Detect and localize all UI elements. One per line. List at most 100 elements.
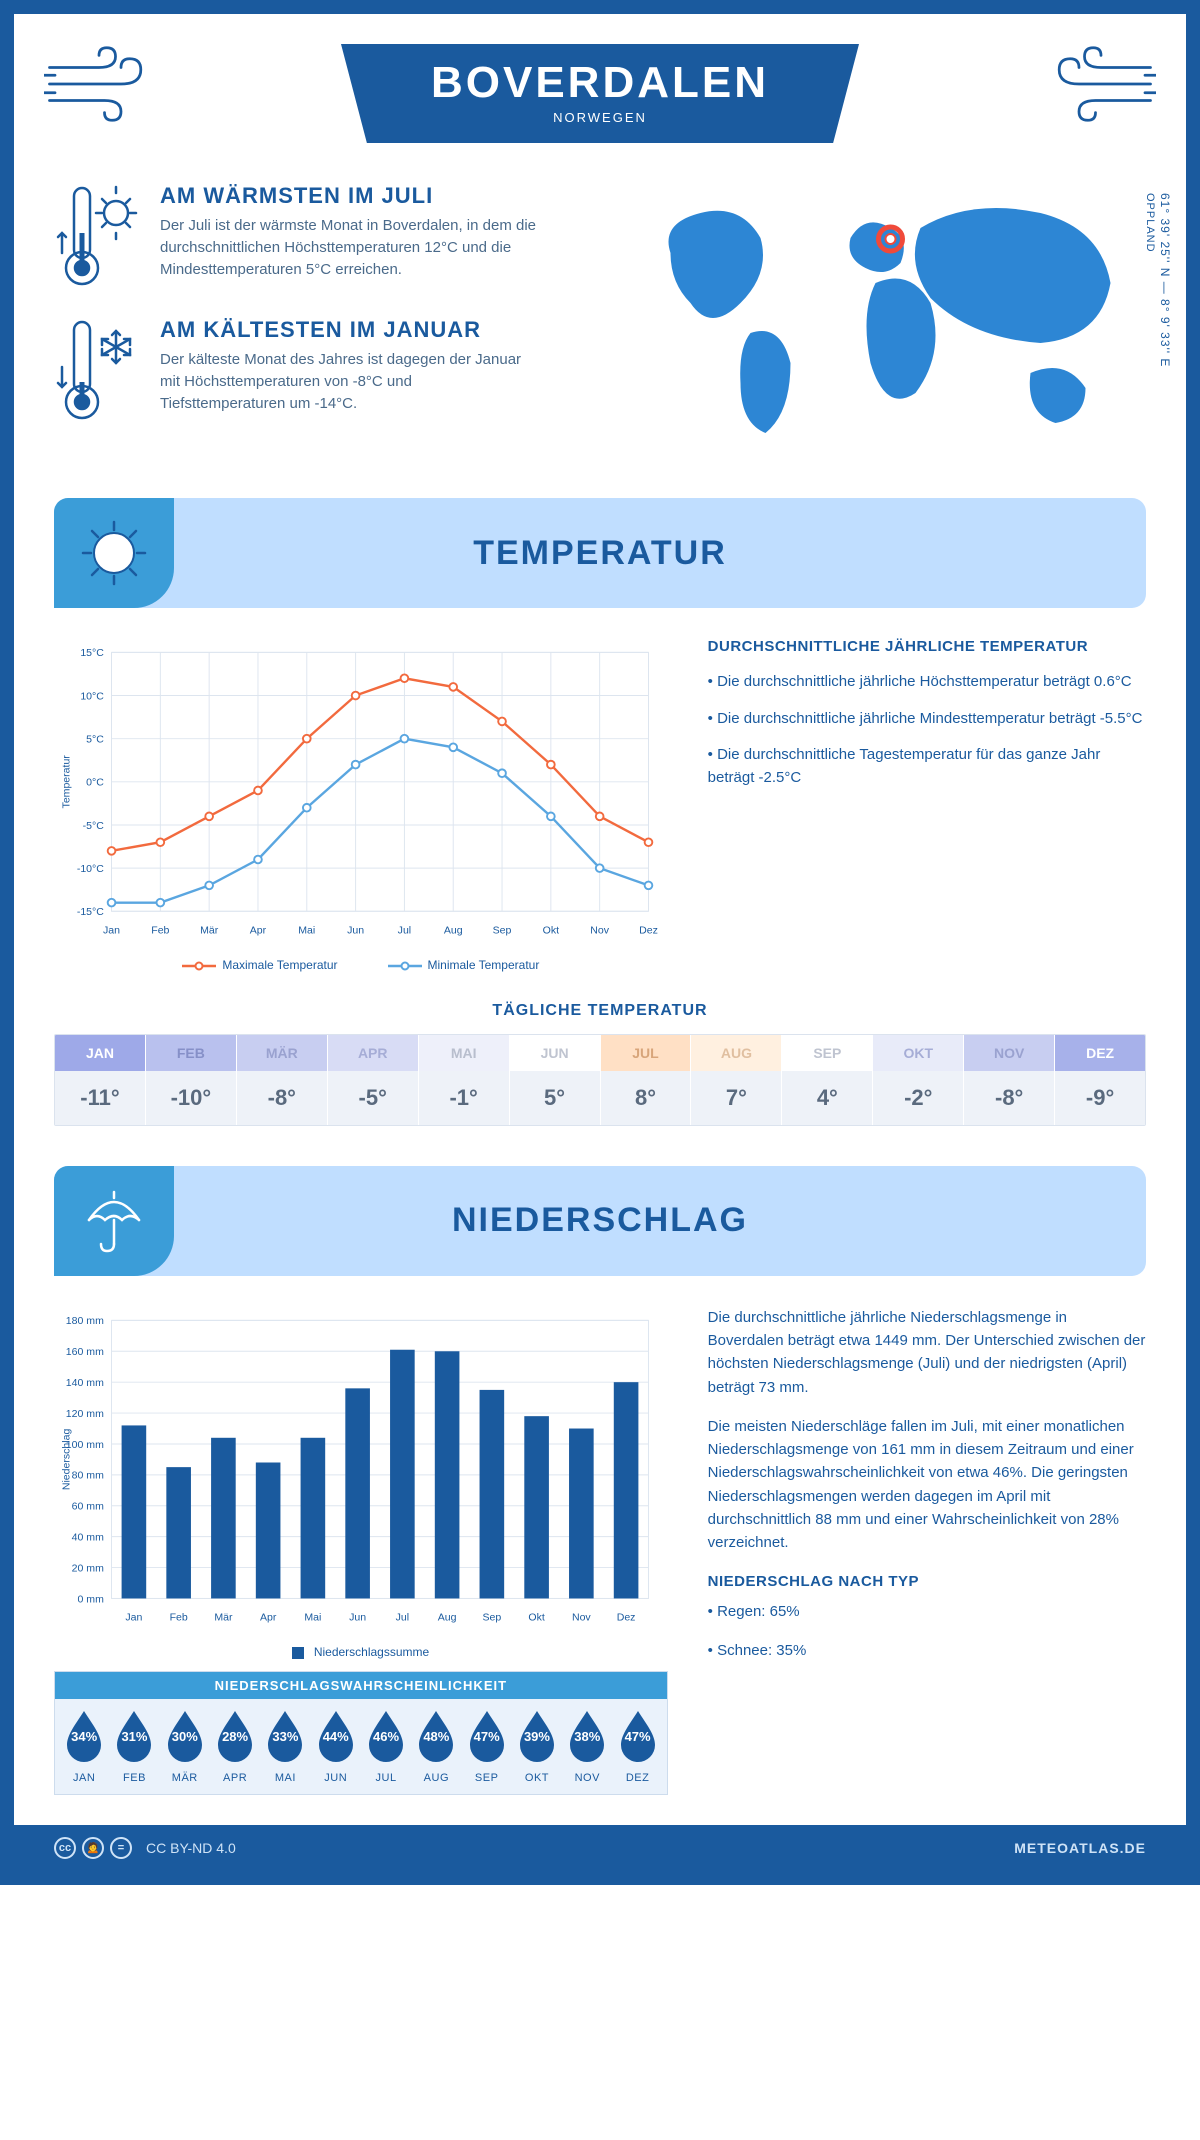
svg-text:Okt: Okt bbox=[543, 924, 559, 936]
svg-text:Mai: Mai bbox=[304, 1611, 321, 1623]
svg-text:180 mm: 180 mm bbox=[66, 1315, 104, 1327]
temp-bullet: • Die durchschnittliche jährliche Mindes… bbox=[708, 708, 1146, 731]
svg-text:Dez: Dez bbox=[639, 924, 658, 936]
prob-cell: 47% SEP bbox=[462, 1709, 512, 1784]
daily-temp-title: TÄGLICHE TEMPERATUR bbox=[54, 1002, 1146, 1020]
wind-icon bbox=[44, 44, 154, 124]
svg-text:Jun: Jun bbox=[347, 924, 364, 936]
svg-text:Apr: Apr bbox=[260, 1611, 277, 1623]
warmest-block: AM WÄRMSTEN IM JULI Der Juli ist der wär… bbox=[54, 183, 585, 293]
daily-cell: JUN5° bbox=[509, 1035, 600, 1125]
prob-title: NIEDERSCHLAGSWAHRSCHEINLICHKEIT bbox=[55, 1672, 667, 1699]
temp-summary-title: DURCHSCHNITTLICHE JÄHRLICHE TEMPERATUR bbox=[708, 638, 1146, 655]
svg-text:-5°C: -5°C bbox=[83, 820, 105, 832]
svg-text:Okt: Okt bbox=[528, 1611, 544, 1623]
title-ribbon: BOVERDALEN NORWEGEN bbox=[341, 44, 859, 143]
world-map: OPPLAND 61° 39' 25'' N — 8° 9' 33'' E bbox=[615, 183, 1146, 468]
section-title-temp: TEMPERATUR bbox=[174, 534, 1146, 573]
section-banner-temp: TEMPERATUR bbox=[54, 498, 1146, 608]
page-title: BOVERDALEN bbox=[431, 58, 769, 108]
wind-icon bbox=[1046, 44, 1156, 124]
svg-text:Mai: Mai bbox=[298, 924, 315, 936]
svg-text:140 mm: 140 mm bbox=[66, 1377, 104, 1389]
precip-type-bullet: • Regen: 65% bbox=[708, 1600, 1146, 1623]
temp-line-chart: -15°C-10°C-5°C0°C5°C10°C15°CJanFebMärApr… bbox=[54, 638, 668, 972]
thermometer-snow-icon bbox=[54, 317, 144, 427]
svg-text:15°C: 15°C bbox=[80, 647, 104, 659]
coords-label: 61° 39' 25'' N — 8° 9' 33'' E bbox=[1158, 193, 1172, 367]
daily-cell: FEB-10° bbox=[145, 1035, 236, 1125]
daily-cell: SEP4° bbox=[781, 1035, 872, 1125]
section-title-precip: NIEDERSCHLAG bbox=[174, 1201, 1146, 1240]
svg-text:Mär: Mär bbox=[200, 924, 219, 936]
svg-text:Jan: Jan bbox=[103, 924, 120, 936]
svg-text:-15°C: -15°C bbox=[77, 906, 104, 918]
prob-cell: 46% JUL bbox=[361, 1709, 411, 1784]
precip-type-bullet: • Schnee: 35% bbox=[708, 1639, 1146, 1662]
svg-text:40 mm: 40 mm bbox=[72, 1531, 104, 1543]
prob-cell: 31% FEB bbox=[109, 1709, 159, 1784]
precip-legend: Niederschlagssumme bbox=[292, 1645, 429, 1659]
legend-item: Maximale Temperatur bbox=[182, 958, 337, 972]
svg-text:Jul: Jul bbox=[398, 924, 411, 936]
by-icon: 🙍 bbox=[82, 1837, 104, 1859]
temp-bullet: • Die durchschnittliche jährliche Höchst… bbox=[708, 671, 1146, 694]
daily-cell: NOV-8° bbox=[963, 1035, 1054, 1125]
svg-text:Aug: Aug bbox=[438, 1611, 457, 1623]
temp-summary: DURCHSCHNITTLICHE JÄHRLICHE TEMPERATUR •… bbox=[708, 638, 1146, 972]
cc-icon: cc bbox=[54, 1837, 76, 1859]
header: BOVERDALEN NORWEGEN bbox=[54, 44, 1146, 143]
license-text: CC BY-ND 4.0 bbox=[146, 1840, 236, 1856]
daily-cell: JAN-11° bbox=[55, 1035, 145, 1125]
svg-text:Sep: Sep bbox=[482, 1611, 501, 1623]
prob-cell: 28% APR bbox=[210, 1709, 260, 1784]
svg-text:Sep: Sep bbox=[493, 924, 512, 936]
coldest-block: AM KÄLTESTEN IM JANUAR Der kälteste Mona… bbox=[54, 317, 585, 427]
daily-cell: MAI-1° bbox=[418, 1035, 509, 1125]
svg-text:20 mm: 20 mm bbox=[72, 1562, 104, 1574]
thermometer-sun-icon bbox=[54, 183, 144, 293]
warmest-title: AM WÄRMSTEN IM JULI bbox=[160, 183, 540, 209]
prob-cell: 34% JAN bbox=[59, 1709, 109, 1784]
daily-cell: DEZ-9° bbox=[1054, 1035, 1145, 1125]
daily-cell: OKT-2° bbox=[872, 1035, 963, 1125]
section-banner-precip: NIEDERSCHLAG bbox=[54, 1166, 1146, 1276]
svg-text:5°C: 5°C bbox=[86, 734, 104, 746]
prob-cell: 38% NOV bbox=[562, 1709, 612, 1784]
precip-summary: Die durchschnittliche jährliche Niedersc… bbox=[708, 1306, 1146, 1795]
svg-text:10°C: 10°C bbox=[80, 690, 104, 702]
cc-license: cc 🙍 = CC BY-ND 4.0 bbox=[54, 1837, 236, 1859]
svg-text:80 mm: 80 mm bbox=[72, 1470, 104, 1482]
svg-text:60 mm: 60 mm bbox=[72, 1500, 104, 1512]
umbrella-icon bbox=[79, 1186, 149, 1256]
precip-bar-chart: 0 mm20 mm40 mm60 mm80 mm100 mm120 mm140 … bbox=[54, 1306, 668, 1795]
coldest-text: Der kälteste Monat des Jahres ist dagege… bbox=[160, 349, 540, 414]
prob-cell: 48% AUG bbox=[411, 1709, 461, 1784]
nd-icon: = bbox=[110, 1837, 132, 1859]
prob-cell: 47% DEZ bbox=[612, 1709, 662, 1784]
svg-text:Feb: Feb bbox=[151, 924, 169, 936]
prob-cell: 44% JUN bbox=[311, 1709, 361, 1784]
daily-cell: MÄR-8° bbox=[236, 1035, 327, 1125]
svg-text:Nov: Nov bbox=[590, 924, 609, 936]
svg-text:Niederschlag: Niederschlag bbox=[60, 1428, 72, 1490]
sun-icon bbox=[79, 518, 149, 588]
precip-type-title: NIEDERSCHLAG NACH TYP bbox=[708, 1570, 1146, 1593]
svg-text:Mär: Mär bbox=[214, 1611, 233, 1623]
coldest-title: AM KÄLTESTEN IM JANUAR bbox=[160, 317, 540, 343]
site-name: METEOATLAS.DE bbox=[1014, 1840, 1146, 1856]
svg-text:-10°C: -10°C bbox=[77, 863, 104, 875]
region-label: OPPLAND bbox=[1144, 193, 1156, 253]
prob-cell: 39% OKT bbox=[512, 1709, 562, 1784]
svg-text:Feb: Feb bbox=[170, 1611, 188, 1623]
legend-item: Minimale Temperatur bbox=[388, 958, 540, 972]
precip-probability-strip: NIEDERSCHLAGSWAHRSCHEINLICHKEIT 34% JAN … bbox=[54, 1671, 668, 1795]
svg-text:Jun: Jun bbox=[349, 1611, 366, 1623]
warmest-text: Der Juli ist der wärmste Monat in Boverd… bbox=[160, 215, 540, 280]
svg-text:Nov: Nov bbox=[572, 1611, 591, 1623]
svg-text:Aug: Aug bbox=[444, 924, 463, 936]
svg-text:Jul: Jul bbox=[396, 1611, 409, 1623]
svg-text:Dez: Dez bbox=[617, 1611, 636, 1623]
daily-cell: AUG7° bbox=[690, 1035, 781, 1125]
daily-cell: APR-5° bbox=[327, 1035, 418, 1125]
